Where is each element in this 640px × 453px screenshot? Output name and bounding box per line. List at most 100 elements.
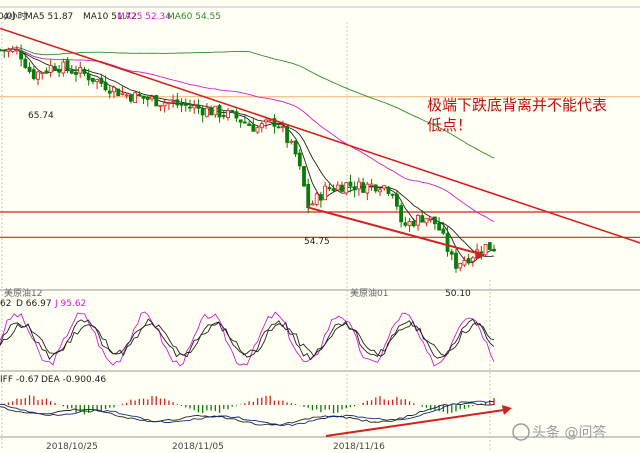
candle-body <box>492 248 496 252</box>
candle-body <box>289 140 294 143</box>
candle-body <box>276 126 281 129</box>
candle-body <box>297 152 302 167</box>
candle-body <box>378 189 382 193</box>
candle-body <box>306 184 311 207</box>
watermark-logo-icon <box>512 423 530 441</box>
horizontal-levels <box>0 96 640 238</box>
kdj-d-line <box>0 320 495 358</box>
candle-body <box>36 71 40 80</box>
candle-body <box>479 251 484 254</box>
kdj-d-label: D 66.97 <box>16 299 52 309</box>
candle-body <box>171 101 176 103</box>
candle-body <box>141 95 146 99</box>
candle-body <box>6 49 11 52</box>
candle-body <box>432 216 437 225</box>
candle-body <box>340 184 344 192</box>
candle-body <box>57 69 62 73</box>
kdj-k-label: 62 <box>0 299 11 309</box>
candle-body <box>103 81 108 91</box>
candle-body <box>23 58 28 68</box>
candle-body <box>19 51 24 60</box>
candle-body <box>221 115 226 117</box>
candle-body <box>69 70 74 74</box>
candle-body <box>226 110 230 118</box>
candle-body <box>420 215 425 223</box>
candle-body <box>487 242 492 250</box>
candle-body <box>454 252 458 269</box>
candle-body <box>154 95 159 107</box>
candle-body <box>445 233 450 252</box>
candle-body <box>462 259 467 266</box>
candle-body <box>399 205 404 223</box>
kdj-panel <box>0 311 495 367</box>
candle-body <box>192 105 197 109</box>
candle-body <box>86 73 91 81</box>
candle-body <box>230 109 235 112</box>
ma5-label: MA5 51.87 <box>25 12 73 22</box>
ma5-line <box>0 49 495 264</box>
candle-body <box>369 183 374 186</box>
candle-body <box>183 102 188 106</box>
downtrend-line <box>0 27 640 244</box>
divergence-down-line <box>306 205 485 257</box>
header-fragment: 0,0) <box>0 12 16 22</box>
candle-body <box>116 88 121 97</box>
candle-body <box>31 69 36 80</box>
candle-body <box>344 182 349 194</box>
candle-body <box>466 258 471 264</box>
price-label-low: 50.10 <box>445 289 471 299</box>
candle-body <box>327 187 332 190</box>
candle-body <box>27 66 32 72</box>
candle-body <box>280 126 285 129</box>
candle-body <box>382 185 387 189</box>
candle-body <box>259 123 264 129</box>
candle-body <box>120 92 125 95</box>
candle-body <box>247 123 252 127</box>
candle-body <box>255 127 260 133</box>
candle-body <box>424 217 429 224</box>
candle-body <box>302 166 306 187</box>
candle-body <box>348 181 353 187</box>
candle-body <box>285 125 290 143</box>
candle-body <box>204 107 209 117</box>
candle-body <box>90 77 95 82</box>
ma25-label: MA25 52.34 <box>117 12 171 22</box>
candle-body <box>242 121 247 124</box>
candle-body <box>48 65 53 73</box>
price-label-high: 65.74 <box>28 111 54 121</box>
ma10-line <box>0 49 495 258</box>
candle-body <box>318 194 323 201</box>
candle-body <box>2 49 7 52</box>
candle-body <box>150 96 154 100</box>
macd-value-label: 0.46 <box>86 375 106 385</box>
candle-body <box>44 70 49 73</box>
candle-body <box>40 72 45 74</box>
candle-body <box>99 77 104 84</box>
ma10-label: MA10 51.72 <box>83 12 137 22</box>
trend-arrowhead <box>475 250 485 260</box>
candle-body <box>145 97 150 100</box>
candle-body <box>323 185 328 201</box>
candle-body <box>394 193 399 207</box>
price-label-mid: 54.75 <box>304 237 330 247</box>
candle-body <box>196 105 201 109</box>
candle-body <box>107 90 112 94</box>
trend-lines <box>0 27 640 260</box>
candle-body <box>458 263 463 269</box>
candle-body <box>179 103 184 106</box>
candle-body <box>82 68 87 74</box>
candle-body <box>386 186 391 194</box>
candle-body <box>52 66 57 71</box>
x-date-3: 2018/11/16 <box>333 442 385 452</box>
contract-label-dec: 美原油12 <box>4 287 42 299</box>
candle-body <box>166 102 171 104</box>
candle-body <box>124 94 129 97</box>
candle-body <box>112 86 116 93</box>
macd-diff-label: IFF -0.67 <box>0 375 39 385</box>
x-date-2: 2018/11/05 <box>172 442 224 452</box>
watermark: 头条 @问答 <box>532 424 606 441</box>
candle-body <box>61 61 66 74</box>
ma60-label: MA60 54.55 <box>167 12 221 22</box>
candle-body <box>133 92 138 103</box>
candle-body <box>74 71 78 75</box>
